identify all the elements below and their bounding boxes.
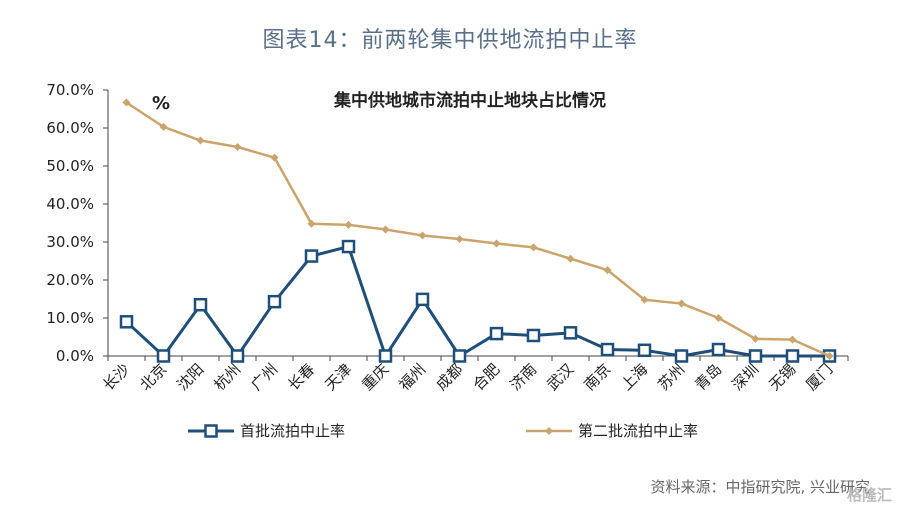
y-tick-label: 20.0%	[46, 271, 94, 289]
data-point	[415, 292, 430, 307]
data-point	[452, 349, 467, 363]
data-point	[418, 231, 427, 240]
data-point	[381, 225, 390, 234]
data-point	[455, 234, 464, 243]
y-tick-label: 60.0%	[46, 119, 94, 137]
data-point	[677, 299, 686, 308]
y-tick-label: 30.0%	[46, 233, 94, 251]
data-point	[785, 349, 800, 363]
data-point	[640, 295, 649, 304]
data-point	[489, 326, 504, 341]
data-point	[193, 297, 208, 312]
series-line	[125, 245, 830, 358]
x-tick-label: 南京	[580, 360, 614, 394]
data-point	[526, 328, 541, 343]
x-tick-label: 天津	[321, 360, 355, 394]
x-tick-label: 沈阳	[173, 360, 207, 394]
series-line	[125, 101, 831, 358]
x-tick-label: 成都	[432, 360, 466, 394]
x-tick-label: 重庆	[358, 360, 392, 394]
x-tick-label: 广州	[247, 360, 281, 394]
data-point	[230, 349, 245, 363]
x-tick-label: 长春	[284, 360, 318, 394]
data-point	[233, 143, 242, 151]
unit-label: %	[152, 93, 171, 114]
y-tick-label: 0.0%	[56, 347, 94, 365]
x-tick-label: 长沙	[99, 360, 133, 394]
data-point	[600, 342, 615, 357]
y-tick-label: 70.0%	[46, 81, 94, 99]
x-tick-label: 无锡	[765, 360, 799, 394]
data-point	[825, 352, 834, 360]
data-point	[378, 349, 393, 363]
data-point	[603, 266, 612, 275]
watermark: 格隆汇	[846, 486, 892, 504]
data-point	[307, 219, 316, 228]
x-tick-label: 苏州	[654, 360, 688, 394]
data-point	[714, 314, 723, 322]
y-tick-label: 50.0%	[46, 157, 94, 175]
data-point	[751, 334, 760, 343]
legend-marker	[204, 424, 218, 438]
data-point	[270, 153, 279, 162]
data-point	[341, 239, 356, 254]
data-point	[492, 239, 501, 248]
y-tick-label: 40.0%	[46, 195, 94, 213]
data-point	[344, 220, 353, 229]
legend-label: 首批流拍中止率	[240, 422, 345, 440]
data-point	[196, 136, 205, 145]
x-tick-label: 青岛	[691, 360, 725, 394]
x-tick-label: 北京	[136, 360, 170, 394]
data-point	[788, 335, 797, 344]
data-point	[566, 254, 575, 263]
x-tick-label: 上海	[617, 360, 651, 394]
chart-title: 集中供地城市流拍中止地块占比情况	[334, 91, 606, 111]
data-point	[529, 243, 538, 252]
legend-label: 第二批流拍中止率	[578, 422, 698, 440]
data-point	[159, 122, 168, 131]
x-tick-label: 武汉	[543, 360, 577, 394]
x-tick-label: 深圳	[728, 360, 762, 394]
data-point	[122, 98, 131, 107]
data-point	[637, 343, 652, 358]
figure-header: 图表14：前两轮集中供地流拍中止率	[262, 28, 638, 53]
x-tick-label: 厦门	[802, 360, 836, 394]
x-tick-label: 济南	[506, 360, 540, 394]
data-point	[119, 315, 134, 329]
source-note: 资料来源：中指研究院, 兴业研究	[650, 478, 870, 496]
y-tick-label: 10.0%	[46, 309, 94, 327]
data-point	[674, 349, 689, 363]
x-tick-label: 合肥	[469, 360, 503, 394]
data-point	[711, 342, 726, 357]
data-point	[267, 294, 282, 309]
data-point	[563, 326, 578, 340]
data-point	[304, 249, 319, 263]
data-point	[156, 349, 171, 363]
x-tick-label: 福州	[395, 360, 429, 394]
legend-marker	[545, 427, 553, 435]
x-tick-label: 杭州	[210, 360, 244, 394]
data-point	[748, 349, 763, 363]
